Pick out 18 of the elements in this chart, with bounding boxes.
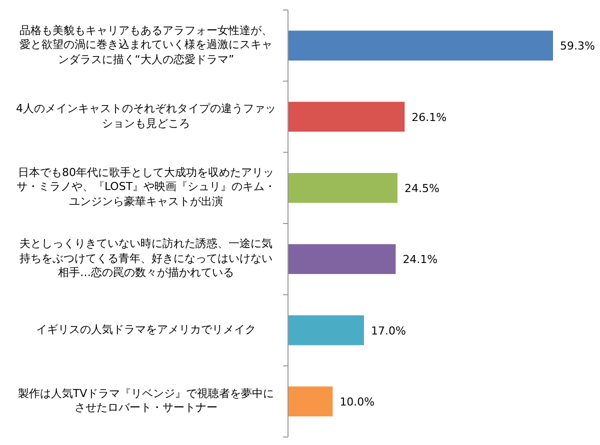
bar (288, 244, 396, 274)
data-label: 24.1% (402, 253, 438, 266)
bar (288, 386, 333, 416)
bar (288, 30, 553, 61)
data-label: 24.5% (404, 182, 440, 195)
data-label: 17.0% (370, 324, 406, 338)
data-label: 26.1% (412, 110, 447, 124)
y-tick-label: 製作は人気TVドラマ『リベンジ』で視聴者を夢中にさせたロバート・サートナー (16, 386, 276, 416)
bar (288, 315, 364, 346)
y-tick-label: 品格も美貌もキャリアもあるアラフォー女性達が、愛と欲望の渦に巻き込まれていく様を過激にスキャンダラスに描く“大人の恋愛ドラマ” (18, 24, 274, 68)
y-tick-label: 日本でも80年代に歌手として大成功を収めたアリッサ・ミラノや、『LOST』や映画『シュリ』のキム・ユンジンら豪華キャストが出演 (15, 166, 277, 210)
y-tick-label: 4人のメインキャストのそれぞれタイプの違うファッションも見どころ (15, 102, 277, 132)
y-tick-label: 夫としっくりきていない時に訪れた誘惑、一途に気持ちをぶつけてくる青年、好きになってはいけない相手…恋の罠の数々が描かれている (18, 237, 274, 281)
bar (288, 172, 398, 203)
data-label: 10.0% (340, 395, 375, 408)
data-label: 59.3% (560, 40, 595, 53)
y-tick-label: イギリスの人気ドラマをアメリカでリメイク (35, 322, 257, 338)
bar (288, 102, 405, 132)
